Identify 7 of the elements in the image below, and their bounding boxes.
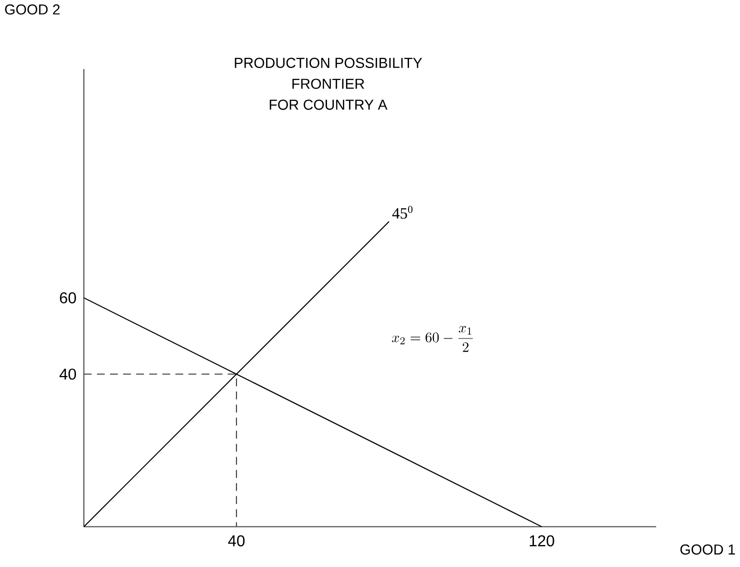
annotation: $x_2 = 60 - \frac{x_1}{2}$ [392,326,473,352]
annotation: 45$^{0}$ [392,206,412,219]
y-tick-label: 60 [60,292,76,304]
y-axis-title: GOOD 2 [5,4,60,14]
text: PRODUCTION POSSIBILITY FRONTIER FOR COUNTRY A [234,58,422,110]
x-tick-label: 120 [530,535,554,546]
x-axis-title: GOOD 1 [680,544,735,554]
